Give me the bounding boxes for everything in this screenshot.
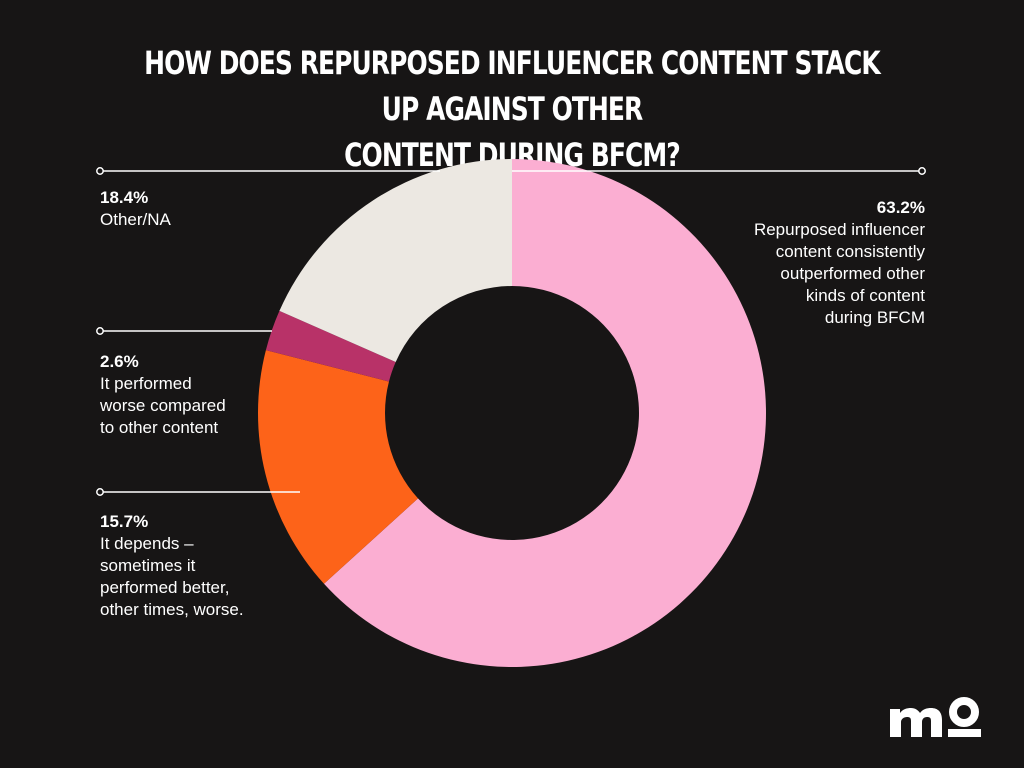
data-label-outperformed-value: 63.2% bbox=[876, 198, 925, 217]
data-label-outperformed: 63.2% Repurposed influencer content cons… bbox=[754, 197, 925, 329]
data-label-performed-worse-value: 2.6% bbox=[100, 352, 139, 371]
slice-it-depends bbox=[258, 350, 418, 584]
leader-line-it-depends-end-dot bbox=[96, 488, 104, 496]
data-label-it-depends-text: It depends – sometimes it performed bett… bbox=[100, 534, 244, 619]
slice-outperformed bbox=[323, 159, 767, 667]
data-label-outperformed-text: Repurposed influencer content consistent… bbox=[753, 220, 925, 327]
leader-line-outperformed-end-dot bbox=[918, 167, 926, 175]
data-label-performed-worse-text: It performed worse compared to other con… bbox=[100, 374, 226, 437]
data-label-it-depends: 15.7% It depends – sometimes it performe… bbox=[100, 511, 244, 621]
mo-logo-icon bbox=[888, 693, 984, 744]
data-label-other-na: 18.4% Other/NA bbox=[100, 187, 171, 231]
slice-other-na bbox=[279, 158, 512, 362]
data-label-it-depends-value: 15.7% bbox=[100, 512, 149, 531]
leader-line-performed-worse-end-dot bbox=[96, 327, 104, 335]
leader-line-other-na-end-dot bbox=[96, 167, 104, 175]
chart-title: HOW DOES REPURPOSED INFLUENCER CONTENT S… bbox=[144, 40, 881, 178]
data-label-other-na-value: 18.4% bbox=[100, 188, 149, 207]
chart-title-line-1: HOW DOES REPURPOSED INFLUENCER CONTENT S… bbox=[144, 44, 881, 128]
data-label-performed-worse: 2.6% It performed worse compared to othe… bbox=[100, 351, 226, 439]
data-label-other-na-text: Other/NA bbox=[100, 210, 171, 229]
slice-performed-worse bbox=[265, 310, 396, 382]
